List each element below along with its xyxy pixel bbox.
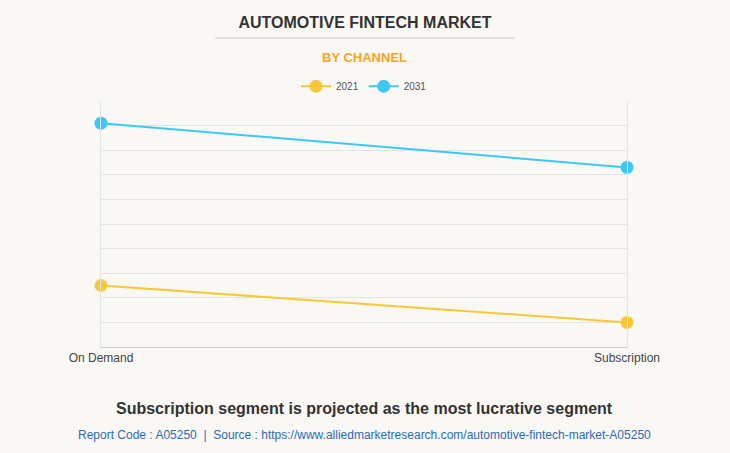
svg-text:Subscription segment is projec: Subscription segment is projected as the… bbox=[116, 400, 613, 417]
svg-text:BY CHANNEL: BY CHANNEL bbox=[322, 50, 407, 65]
svg-text:Subscription: Subscription bbox=[594, 351, 660, 365]
svg-text:On Demand: On Demand bbox=[69, 351, 134, 365]
svg-text:AUTOMOTIVE FINTECH MARKET: AUTOMOTIVE FINTECH MARKET bbox=[238, 14, 491, 31]
svg-text:2021: 2021 bbox=[336, 81, 359, 92]
svg-text:Report Code : A05250 | Sourc: Report Code : A05250 | Source : https://… bbox=[78, 428, 651, 442]
svg-text:2031: 2031 bbox=[404, 81, 427, 92]
